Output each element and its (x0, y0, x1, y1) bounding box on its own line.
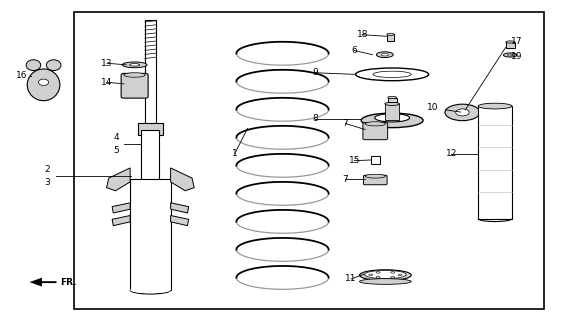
Ellipse shape (503, 53, 517, 57)
Ellipse shape (388, 96, 397, 99)
Text: 14: 14 (101, 78, 113, 87)
Text: 13: 13 (101, 59, 113, 68)
Polygon shape (171, 203, 189, 213)
Ellipse shape (365, 122, 385, 126)
Polygon shape (171, 168, 194, 191)
Ellipse shape (455, 109, 469, 116)
Text: 18: 18 (357, 30, 368, 39)
Text: 10: 10 (428, 103, 439, 112)
Ellipse shape (361, 113, 423, 128)
Ellipse shape (359, 279, 411, 284)
Polygon shape (112, 203, 130, 213)
Ellipse shape (376, 52, 393, 58)
Ellipse shape (373, 71, 411, 77)
Bar (385, 104, 399, 120)
Ellipse shape (38, 79, 49, 85)
Text: 17: 17 (511, 36, 522, 45)
Ellipse shape (391, 272, 395, 273)
Ellipse shape (46, 60, 61, 70)
Bar (145, 20, 156, 128)
Bar (371, 156, 380, 164)
Ellipse shape (376, 276, 380, 278)
Text: 1: 1 (232, 149, 238, 158)
Text: 6: 6 (351, 46, 357, 55)
Text: 4: 4 (114, 133, 119, 142)
FancyBboxPatch shape (363, 123, 388, 140)
Bar (386, 34, 394, 41)
Bar (130, 179, 171, 290)
Polygon shape (107, 168, 130, 191)
Text: 3: 3 (45, 178, 50, 187)
Text: 7: 7 (342, 174, 349, 184)
Ellipse shape (26, 60, 41, 70)
Ellipse shape (130, 287, 171, 293)
Text: FR.: FR. (60, 278, 77, 287)
Ellipse shape (129, 64, 140, 66)
Ellipse shape (27, 69, 60, 101)
Ellipse shape (398, 274, 402, 276)
Text: 9: 9 (312, 68, 318, 77)
Ellipse shape (391, 276, 395, 278)
Ellipse shape (375, 114, 410, 122)
Polygon shape (171, 215, 189, 226)
Text: 7: 7 (342, 119, 349, 128)
Bar (478, 106, 512, 219)
FancyBboxPatch shape (121, 73, 148, 98)
Text: 12: 12 (445, 149, 457, 158)
Ellipse shape (365, 174, 385, 178)
Ellipse shape (122, 62, 147, 68)
Ellipse shape (376, 272, 380, 273)
Bar (141, 130, 159, 192)
Text: 15: 15 (349, 156, 360, 165)
Ellipse shape (445, 104, 480, 121)
Ellipse shape (364, 270, 406, 279)
Ellipse shape (381, 53, 389, 56)
Ellipse shape (387, 33, 394, 36)
Ellipse shape (359, 270, 411, 281)
Text: 19: 19 (511, 52, 522, 61)
Ellipse shape (478, 103, 512, 109)
Text: 5: 5 (114, 146, 120, 155)
Text: 16: 16 (16, 71, 27, 80)
Text: 11: 11 (345, 275, 357, 284)
Ellipse shape (385, 102, 399, 105)
Bar (75, 12, 544, 309)
Ellipse shape (506, 41, 515, 43)
Text: 8: 8 (312, 114, 318, 123)
Text: 2: 2 (45, 165, 50, 174)
FancyBboxPatch shape (363, 175, 387, 185)
Ellipse shape (507, 54, 513, 56)
FancyArrow shape (29, 278, 56, 287)
Bar (506, 42, 515, 48)
Bar (138, 123, 163, 135)
Polygon shape (112, 215, 130, 226)
Bar (388, 98, 397, 102)
Ellipse shape (124, 73, 145, 77)
Ellipse shape (369, 274, 373, 276)
